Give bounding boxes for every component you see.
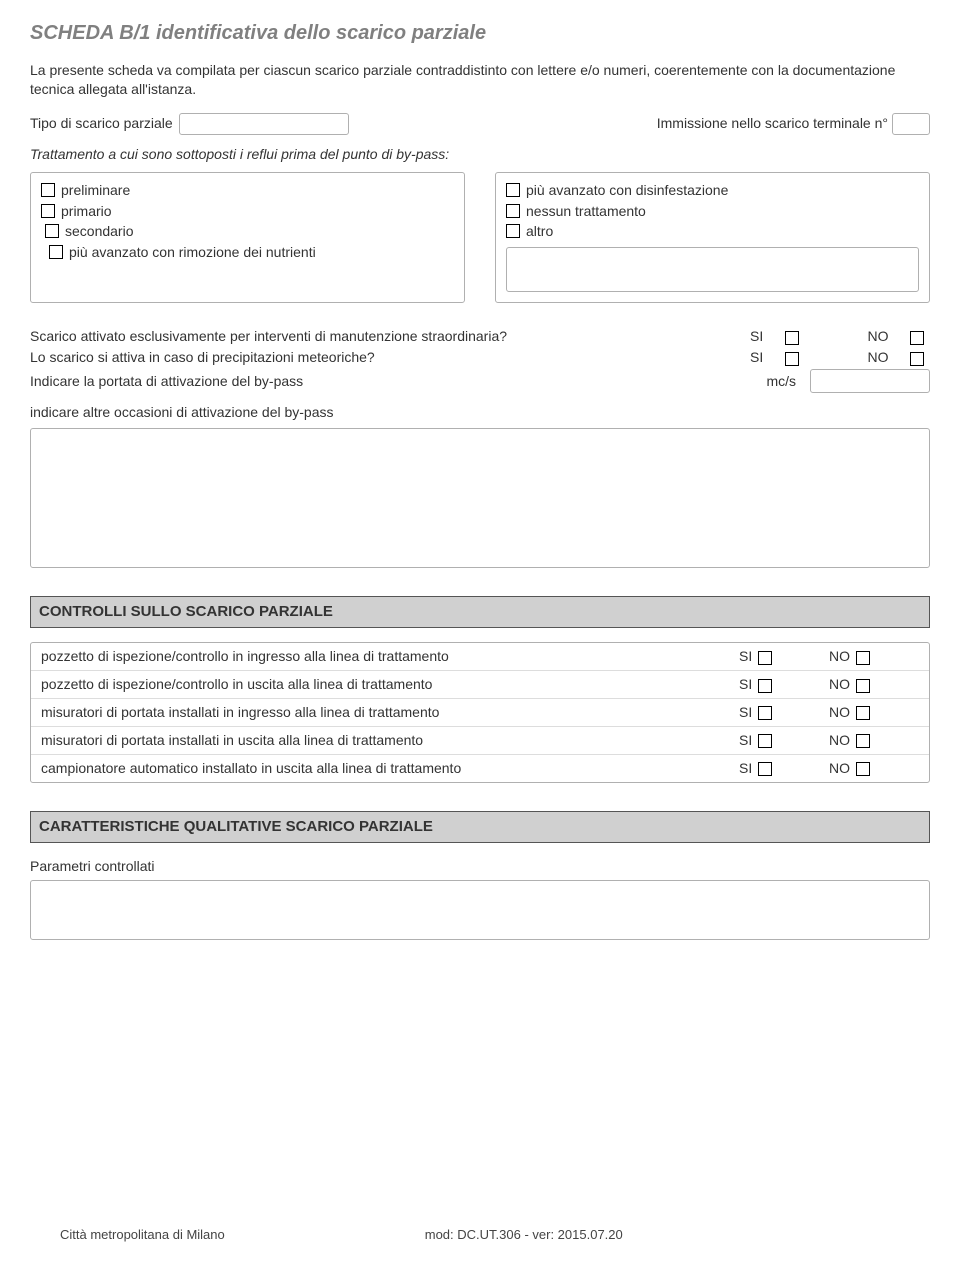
- c0-no-checkbox[interactable]: [856, 651, 870, 665]
- controlli-row-1: pozzetto di ispezione/controllo in uscit…: [41, 675, 739, 694]
- controlli-table: pozzetto di ispezione/controllo in ingre…: [30, 642, 930, 782]
- checkbox-preliminare[interactable]: [41, 183, 55, 197]
- immissione-num-input[interactable]: [892, 113, 930, 135]
- q3-unit: mc/s: [766, 372, 796, 391]
- footer-mid: mod: DC.UT.306 - ver: 2015.07.20: [425, 1226, 623, 1244]
- controlli-row-3: misuratori di portata installati in usci…: [41, 731, 739, 750]
- opt-preliminare: preliminare: [61, 181, 130, 200]
- trattamento-label: Trattamento a cui sono sottoposti i refl…: [30, 145, 930, 164]
- tipo-scarico-input[interactable]: [179, 113, 349, 135]
- params-input[interactable]: [30, 880, 930, 940]
- section-controlli-header: CONTROLLI SULLO SCARICO PARZIALE: [30, 596, 930, 628]
- checkbox-altro[interactable]: [506, 224, 520, 238]
- c4-si-checkbox[interactable]: [758, 762, 772, 776]
- q1-no-checkbox[interactable]: [910, 331, 924, 345]
- controlli-row-2: misuratori di portata installati in ingr…: [41, 703, 739, 722]
- immissione-label: Immissione nello scarico terminale n°: [657, 114, 888, 133]
- c4-no-label: NO: [829, 759, 850, 778]
- treatment-col-right: più avanzato con disinfestazione nessun …: [495, 172, 930, 304]
- q2-no-checkbox[interactable]: [910, 352, 924, 366]
- c3-si-checkbox[interactable]: [758, 734, 772, 748]
- c1-no-checkbox[interactable]: [856, 679, 870, 693]
- opt-nutrienti: più avanzato con rimozione dei nutrienti: [69, 243, 316, 262]
- checkbox-nessun[interactable]: [506, 204, 520, 218]
- checkbox-nutrienti[interactable]: [49, 245, 63, 259]
- q1-no-label: NO: [868, 327, 889, 346]
- treatment-col-left: preliminare primario secondario più avan…: [30, 172, 465, 304]
- checkbox-primario[interactable]: [41, 204, 55, 218]
- opt-altro: altro: [526, 222, 553, 241]
- controlli-row-4: campionatore automatico installato in us…: [41, 759, 739, 778]
- c2-no-checkbox[interactable]: [856, 706, 870, 720]
- q2-text: Lo scarico si attiva in caso di precipit…: [30, 348, 740, 367]
- q4-textarea[interactable]: [30, 428, 930, 568]
- q4-label: indicare altre occasioni di attivazione …: [30, 403, 930, 422]
- params-label: Parametri controllati: [30, 857, 930, 876]
- checkbox-disinfest[interactable]: [506, 183, 520, 197]
- q2-si-label: SI: [750, 348, 763, 367]
- opt-disinfest: più avanzato con disinfestazione: [526, 181, 728, 200]
- c1-si-checkbox[interactable]: [758, 679, 772, 693]
- q2-si-checkbox[interactable]: [785, 352, 799, 366]
- opt-nessun: nessun trattamento: [526, 202, 646, 221]
- q3-text: Indicare la portata di attivazione del b…: [30, 372, 766, 391]
- tipo-scarico-label: Tipo di scarico parziale: [30, 114, 173, 133]
- c2-no-label: NO: [829, 703, 850, 722]
- c3-no-checkbox[interactable]: [856, 734, 870, 748]
- form-title: SCHEDA B/1 identificativa dello scarico …: [30, 20, 930, 47]
- page-footer: Città metropolitana di Milano mod: DC.UT…: [60, 1226, 960, 1244]
- altro-input[interactable]: [506, 247, 919, 292]
- c3-si-label: SI: [739, 731, 752, 750]
- q2-no-label: NO: [868, 348, 889, 367]
- treatment-options: preliminare primario secondario più avan…: [30, 172, 930, 304]
- opt-secondario: secondario: [65, 222, 134, 241]
- c0-no-label: NO: [829, 647, 850, 666]
- c3-no-label: NO: [829, 731, 850, 750]
- q1-si-checkbox[interactable]: [785, 331, 799, 345]
- c2-si-checkbox[interactable]: [758, 706, 772, 720]
- c1-no-label: NO: [829, 675, 850, 694]
- c0-si-label: SI: [739, 647, 752, 666]
- q1-si-label: SI: [750, 327, 763, 346]
- opt-primario: primario: [61, 202, 112, 221]
- controlli-row-0: pozzetto di ispezione/controllo in ingre…: [41, 647, 739, 666]
- c2-si-label: SI: [739, 703, 752, 722]
- footer-left: Città metropolitana di Milano: [60, 1226, 225, 1244]
- c4-si-label: SI: [739, 759, 752, 778]
- q3-input[interactable]: [810, 369, 930, 393]
- c0-si-checkbox[interactable]: [758, 651, 772, 665]
- c4-no-checkbox[interactable]: [856, 762, 870, 776]
- section-caratt-header: CARATTERISTICHE QUALITATIVE SCARICO PARZ…: [30, 811, 930, 843]
- q1-text: Scarico attivato esclusivamente per inte…: [30, 327, 740, 346]
- checkbox-secondario[interactable]: [45, 224, 59, 238]
- intro-text: La presente scheda va compilata per cias…: [30, 61, 930, 99]
- c1-si-label: SI: [739, 675, 752, 694]
